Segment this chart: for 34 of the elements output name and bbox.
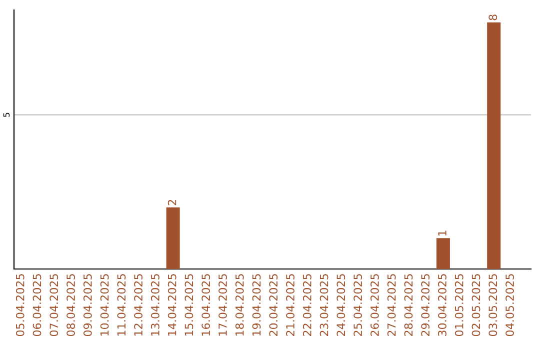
data-label: 1 <box>438 230 446 236</box>
x-tick-label: 30.04.2025 <box>438 274 446 336</box>
x-tick-label: 27.04.2025 <box>387 274 396 336</box>
x-tick-label: 12.04.2025 <box>134 274 143 336</box>
x-tick-label: 11.04.2025 <box>117 274 126 336</box>
x-tick-label: 15.04.2025 <box>184 274 194 336</box>
x-tick-label: 20.04.2025 <box>269 274 278 336</box>
x-tick-label: 02.05.2025 <box>472 274 480 336</box>
x-tick-label: 17.04.2025 <box>218 274 227 336</box>
y-tick-label: 5 <box>3 112 10 117</box>
x-tick-label: 25.04.2025 <box>354 274 362 336</box>
data-label: 8 <box>488 14 498 20</box>
x-tick-label: 29.04.2025 <box>421 274 430 336</box>
x-tick-label: 01.05.2025 <box>454 274 464 336</box>
x-tick-label: 21.04.2025 <box>286 274 294 336</box>
x-tick-label: 04.05.2025 <box>506 274 514 336</box>
x-tick-label: 28.04.2025 <box>404 274 413 336</box>
x-tick-label: 13.04.2025 <box>150 274 160 336</box>
x-tick-label: 03.05.2025 <box>488 274 498 336</box>
x-tick-label: 10.04.2025 <box>100 274 109 336</box>
x-tick-label: 19.04.2025 <box>252 274 261 336</box>
x-tick-label: 26.04.2025 <box>370 274 379 336</box>
x-tick-label: 06.04.2025 <box>32 274 42 336</box>
x-tick-label: 24.04.2025 <box>336 274 346 336</box>
x-tick-label: 08.04.2025 <box>66 274 75 336</box>
x-tick-label: 22.04.2025 <box>302 274 312 336</box>
x-tick-label: 05.04.2025 <box>16 274 24 336</box>
x-tick-label: 23.04.2025 <box>320 274 328 336</box>
x-tick-label: 18.04.2025 <box>235 274 244 336</box>
x-tick-label: 16.04.2025 <box>202 274 210 336</box>
data-label: 2 <box>168 200 176 206</box>
x-tick-label: 07.04.2025 <box>50 274 58 336</box>
x-tick-label: 09.04.2025 <box>83 274 92 336</box>
x-tick-label: 14.04.2025 <box>168 274 176 336</box>
